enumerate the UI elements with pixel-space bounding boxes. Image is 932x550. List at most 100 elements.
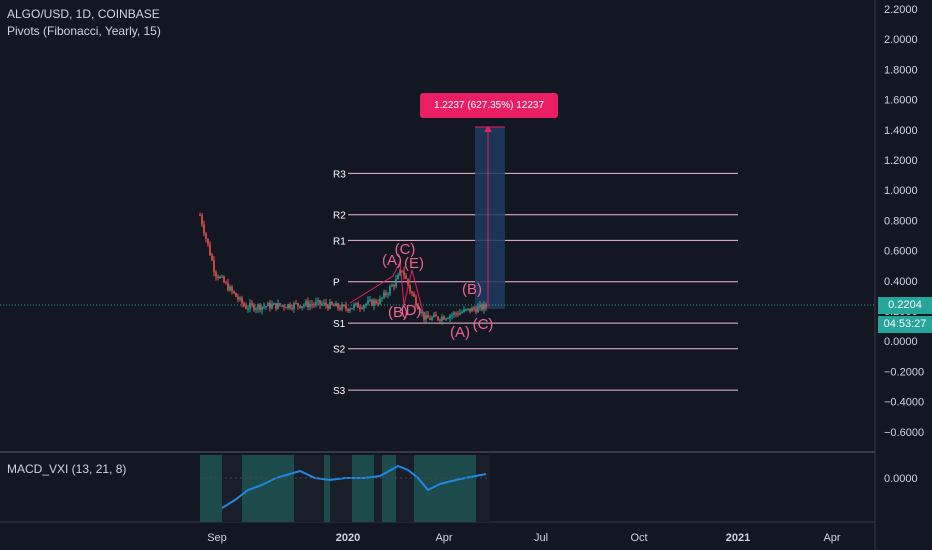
pivot-label: S2: [333, 345, 346, 356]
candle-body: [381, 297, 383, 299]
time-tick-label: Jul: [534, 532, 548, 544]
candle-body: [333, 304, 335, 307]
measure-range-box[interactable]: [475, 127, 505, 309]
candle-body: [481, 304, 483, 310]
pivot-label: R1: [333, 236, 346, 247]
macd-band: [222, 455, 242, 522]
candle-body: [431, 317, 433, 320]
price-tick-label: 2.0000: [884, 34, 918, 46]
candle-body: [295, 303, 297, 305]
candle-body: [405, 275, 407, 279]
candle-body: [287, 304, 289, 308]
candle-body: [201, 215, 203, 225]
wave-label: (E): [404, 255, 424, 272]
candle-body: [273, 303, 275, 305]
pivot-label: R2: [333, 211, 346, 222]
candle-body: [227, 282, 229, 291]
candle-body: [371, 299, 373, 306]
indicator-title[interactable]: Pivots (Fibonacci, Yearly, 15): [7, 24, 161, 38]
candle-body: [243, 303, 245, 307]
candle-body: [359, 307, 361, 309]
candle-body: [327, 305, 329, 309]
candle-body: [199, 215, 201, 217]
candle-body: [447, 318, 449, 320]
candle-body: [377, 303, 379, 305]
price-tick-label: 1.0000: [884, 185, 918, 197]
candle-body: [417, 305, 419, 310]
candle-body: [399, 270, 401, 275]
candle-body: [349, 309, 351, 311]
macd-axis-value: 0.0000: [884, 473, 918, 485]
candle-body: [253, 304, 255, 311]
candle-body: [305, 301, 307, 305]
candle-body: [397, 274, 399, 280]
candle-body: [325, 302, 327, 306]
candle-body: [361, 307, 363, 309]
candle-body: [231, 286, 233, 292]
time-tick-label: 2020: [336, 532, 360, 544]
candle-body: [307, 301, 309, 308]
candle-body: [401, 270, 403, 272]
candle-body: [221, 276, 223, 278]
candle-body: [277, 303, 279, 309]
candle-body: [455, 312, 457, 314]
candle-body: [331, 301, 333, 305]
pivot-label: P: [333, 278, 340, 289]
candle-body: [315, 301, 317, 305]
candle-body: [335, 303, 337, 307]
price-tick-label: 0.6000: [884, 246, 918, 258]
current-price-tag: 0.2204: [878, 297, 932, 314]
candle-body: [247, 308, 249, 310]
wave-label: (C): [473, 316, 494, 333]
candle-body: [261, 306, 263, 310]
candle-body: [313, 304, 315, 306]
wave-label: (B): [388, 304, 408, 321]
candle-body: [379, 298, 381, 304]
candle-body: [471, 307, 473, 312]
time-axis[interactable]: Sep 2020 Apr Jul Oct 2021 Apr: [207, 532, 841, 544]
candle-body: [391, 285, 393, 287]
candle-body: [303, 304, 305, 307]
candle-body: [205, 233, 207, 239]
candle-body: [373, 300, 375, 306]
price-candles: [199, 212, 487, 326]
candle-body: [465, 309, 467, 311]
candle-body: [369, 299, 371, 301]
symbol-title[interactable]: ALGO/USD, 1D, COINBASE: [7, 7, 160, 21]
time-tick-label: Apr: [435, 532, 452, 544]
candle-body: [203, 224, 205, 234]
candle-body: [395, 279, 397, 287]
candle-body: [211, 255, 213, 261]
price-tick-label: −0.4000: [884, 397, 924, 409]
measure-label: 1.2237 (627.35%) 12237: [420, 93, 558, 118]
candle-body: [217, 276, 219, 279]
candle-body: [469, 308, 471, 312]
candle-body: [237, 296, 239, 300]
candle-body: [343, 304, 345, 306]
candle-body: [357, 303, 359, 308]
candle-body: [339, 307, 341, 310]
wave-label: (D): [401, 302, 422, 319]
candle-body: [461, 311, 463, 313]
candle-body: [387, 293, 389, 295]
candle-body: [279, 303, 281, 306]
candle-body: [415, 296, 417, 306]
candle-body: [459, 312, 461, 315]
candle-body: [281, 305, 283, 307]
candle-body: [229, 286, 231, 291]
candle-body: [317, 300, 319, 302]
candle-body: [363, 305, 365, 309]
candle-body: [383, 292, 385, 298]
candle-body: [367, 300, 369, 304]
macd-band: [382, 455, 396, 522]
macd-band: [200, 455, 222, 522]
candle-body: [329, 301, 331, 309]
macd-band: [324, 455, 330, 522]
price-axis[interactable]: 2.2000 2.0000 1.8000 1.6000 1.4000 1.2000 1.00…: [884, 4, 924, 439]
macd-band: [374, 455, 382, 522]
macd-indicator-title[interactable]: MACD_VXI (13, 21, 8): [7, 462, 127, 476]
macd-band: [352, 455, 374, 522]
candle-body: [223, 276, 225, 283]
candle-body: [245, 306, 247, 309]
